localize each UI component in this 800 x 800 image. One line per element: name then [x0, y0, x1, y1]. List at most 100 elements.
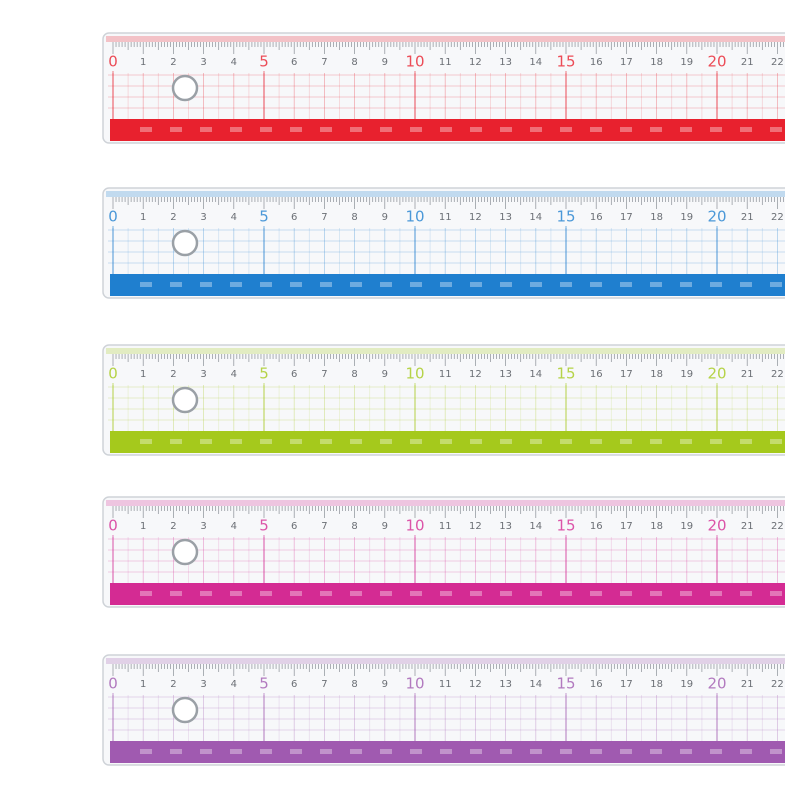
band-mark	[440, 749, 452, 754]
scale-number: 2	[170, 521, 176, 532]
scale-number: 7	[321, 212, 327, 223]
scale-number: 4	[231, 521, 237, 532]
band-mark	[320, 749, 332, 754]
scale-number: 20	[707, 53, 726, 71]
scale-number: 0	[108, 517, 118, 535]
band-mark	[500, 282, 512, 287]
band-mark	[740, 749, 752, 754]
scale-number: 19	[680, 679, 693, 690]
ruler-body	[102, 344, 785, 456]
ruler-hole	[171, 538, 199, 566]
ruler: 0 1 2 3 4 5 6 7 8 9 10 11 12 13 14 15 16 17 18 19 20 21 22	[102, 32, 785, 144]
band-mark	[650, 282, 662, 287]
band-mark	[260, 591, 272, 596]
scale-number: 8	[351, 369, 357, 380]
scale-number: 17	[620, 57, 633, 68]
band-mark	[560, 282, 572, 287]
ruler-band	[110, 741, 785, 763]
band-mark	[140, 749, 152, 754]
scale-number: 3	[200, 369, 206, 380]
scale-number: 19	[680, 212, 693, 223]
band-mark	[770, 282, 782, 287]
ruler-hole	[171, 74, 199, 102]
scale-number: 9	[382, 679, 388, 690]
band-mark	[290, 591, 302, 596]
scale-number: 12	[469, 679, 482, 690]
scale-number: 1	[140, 521, 146, 532]
band-mark	[230, 439, 242, 444]
band-mark	[410, 749, 422, 754]
ruler-top-band	[106, 500, 785, 506]
scale-number: 16	[590, 212, 603, 223]
ruler-body	[102, 496, 785, 608]
scale-number: 0	[108, 675, 118, 693]
scale-number: 6	[291, 521, 297, 532]
scale-number: 19	[680, 521, 693, 532]
scale-number: 5	[259, 208, 269, 226]
scale-number: 20	[707, 208, 726, 226]
scale-number: 14	[529, 521, 542, 532]
ruler-hole	[171, 386, 199, 414]
scale-number: 22	[771, 57, 784, 68]
scale-number: 10	[405, 53, 424, 71]
band-mark	[260, 127, 272, 132]
ruler-body	[102, 32, 785, 144]
scale-number: 2	[170, 212, 176, 223]
scale-number: 10	[405, 517, 424, 535]
band-mark	[380, 282, 392, 287]
band-mark	[680, 591, 692, 596]
band-mark	[740, 282, 752, 287]
scale-number: 8	[351, 521, 357, 532]
band-mark	[590, 439, 602, 444]
ruler-band	[110, 583, 785, 605]
scale-number: 7	[321, 369, 327, 380]
scale-number: 18	[650, 521, 663, 532]
band-mark	[230, 127, 242, 132]
scale-number: 0	[108, 53, 118, 71]
scale-number: 1	[140, 212, 146, 223]
band-mark	[170, 127, 182, 132]
band-mark	[770, 127, 782, 132]
band-mark	[770, 591, 782, 596]
ruler: 0 1 2 3 4 5 6 7 8 9 10 11 12 13 14 15 16 17 18 19 20 21 22	[102, 496, 785, 608]
band-mark	[710, 282, 722, 287]
band-mark	[710, 127, 722, 132]
band-mark	[290, 282, 302, 287]
scale-number: 12	[469, 57, 482, 68]
scale-number: 20	[707, 675, 726, 693]
scale-number: 5	[259, 365, 269, 383]
band-mark	[140, 127, 152, 132]
scale-number: 14	[529, 57, 542, 68]
band-mark	[140, 591, 152, 596]
band-mark	[530, 749, 542, 754]
ruler-top-band	[106, 36, 785, 42]
scale-number: 6	[291, 369, 297, 380]
scale-number: 17	[620, 212, 633, 223]
band-mark	[530, 439, 542, 444]
scale-number: 6	[291, 212, 297, 223]
band-mark	[470, 282, 482, 287]
band-mark	[470, 591, 482, 596]
band-mark	[410, 282, 422, 287]
scale-number: 3	[200, 212, 206, 223]
scale-number: 13	[499, 57, 512, 68]
band-mark	[650, 749, 662, 754]
band-mark	[590, 127, 602, 132]
band-mark	[440, 439, 452, 444]
band-mark	[320, 127, 332, 132]
scale-number: 9	[382, 369, 388, 380]
scale-number: 15	[556, 517, 575, 535]
scale-number: 9	[382, 57, 388, 68]
band-mark	[500, 591, 512, 596]
scale-number: 4	[231, 369, 237, 380]
scale-number: 13	[499, 212, 512, 223]
scale-number: 16	[590, 57, 603, 68]
band-mark	[200, 282, 212, 287]
band-mark	[710, 591, 722, 596]
scale-number: 15	[556, 208, 575, 226]
band-mark	[590, 282, 602, 287]
ruler-hole	[171, 696, 199, 724]
scale-number: 18	[650, 369, 663, 380]
band-mark	[530, 282, 542, 287]
band-mark	[350, 591, 362, 596]
